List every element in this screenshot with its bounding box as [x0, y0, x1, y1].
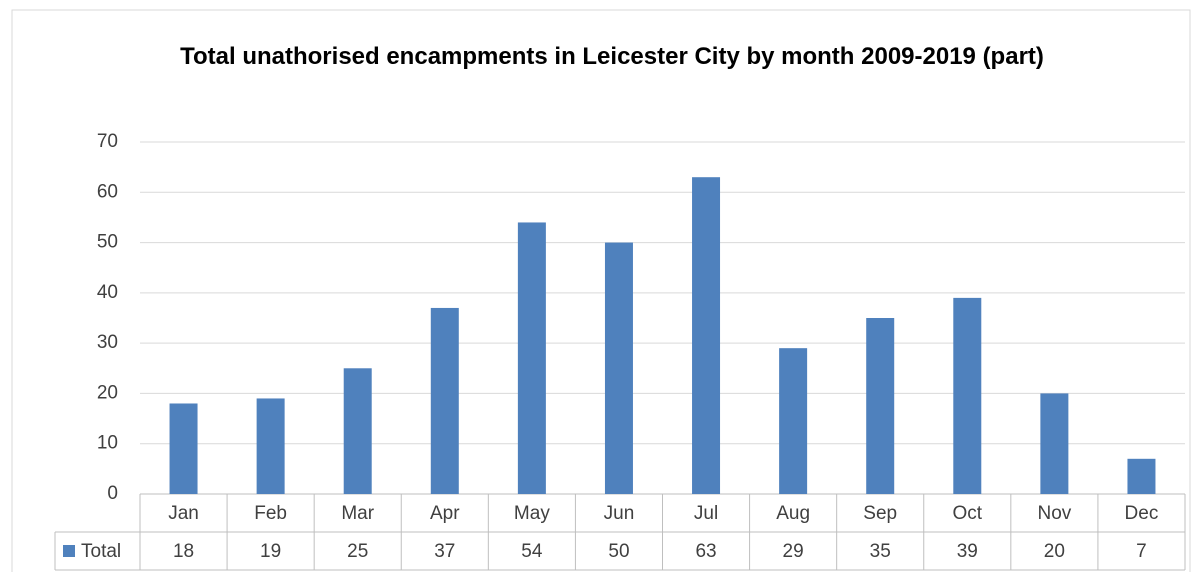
legend-swatch — [63, 545, 75, 557]
table-value: 25 — [347, 541, 368, 562]
chart-border — [11, 9, 1191, 572]
table-value: 39 — [957, 541, 978, 562]
y-tick-label: 20 — [97, 382, 118, 403]
x-tick-label: Feb — [254, 503, 287, 524]
x-tick-label: Jun — [604, 503, 635, 524]
bar — [169, 403, 198, 494]
x-tick-label: Jan — [168, 503, 199, 524]
bar — [1127, 458, 1156, 494]
y-tick-label: 70 — [97, 131, 118, 152]
table-value: 35 — [870, 541, 891, 562]
x-tick-label: Apr — [430, 503, 460, 524]
table-value: 37 — [434, 541, 455, 562]
bar — [517, 222, 546, 494]
x-tick-label: May — [514, 503, 550, 524]
bar — [953, 297, 982, 494]
y-tick-label: 60 — [97, 181, 118, 202]
bar — [779, 348, 808, 494]
table-value: 7 — [1136, 541, 1147, 562]
table-value: 54 — [521, 541, 543, 562]
legend-label: Total — [81, 541, 121, 562]
table-value: 19 — [260, 541, 281, 562]
x-tick-label: Jul — [694, 503, 718, 524]
table-value: 18 — [173, 541, 194, 562]
y-tick-label: 50 — [97, 232, 118, 253]
table-value: 50 — [608, 541, 629, 562]
x-tick-label: Oct — [953, 503, 983, 524]
table-value: 63 — [695, 541, 716, 562]
chart-title: Total unathorised encampments in Leicest… — [180, 43, 1044, 70]
bar — [430, 307, 459, 494]
bar — [256, 398, 285, 494]
bar — [692, 177, 721, 494]
x-tick-label: Dec — [1125, 503, 1159, 524]
x-tick-label: Nov — [1037, 503, 1071, 524]
table-value: 20 — [1044, 541, 1065, 562]
bar — [1040, 393, 1069, 494]
bar — [604, 242, 633, 494]
bar — [866, 318, 895, 494]
y-tick-label: 0 — [107, 483, 118, 504]
x-tick-label: Mar — [341, 503, 374, 524]
y-tick-label: 40 — [97, 282, 118, 303]
bar — [343, 368, 372, 494]
y-tick-label: 10 — [97, 433, 118, 454]
table-value: 29 — [783, 541, 804, 562]
y-tick-label: 30 — [97, 332, 118, 353]
x-tick-label: Aug — [776, 503, 810, 524]
x-tick-label: Sep — [863, 503, 897, 524]
